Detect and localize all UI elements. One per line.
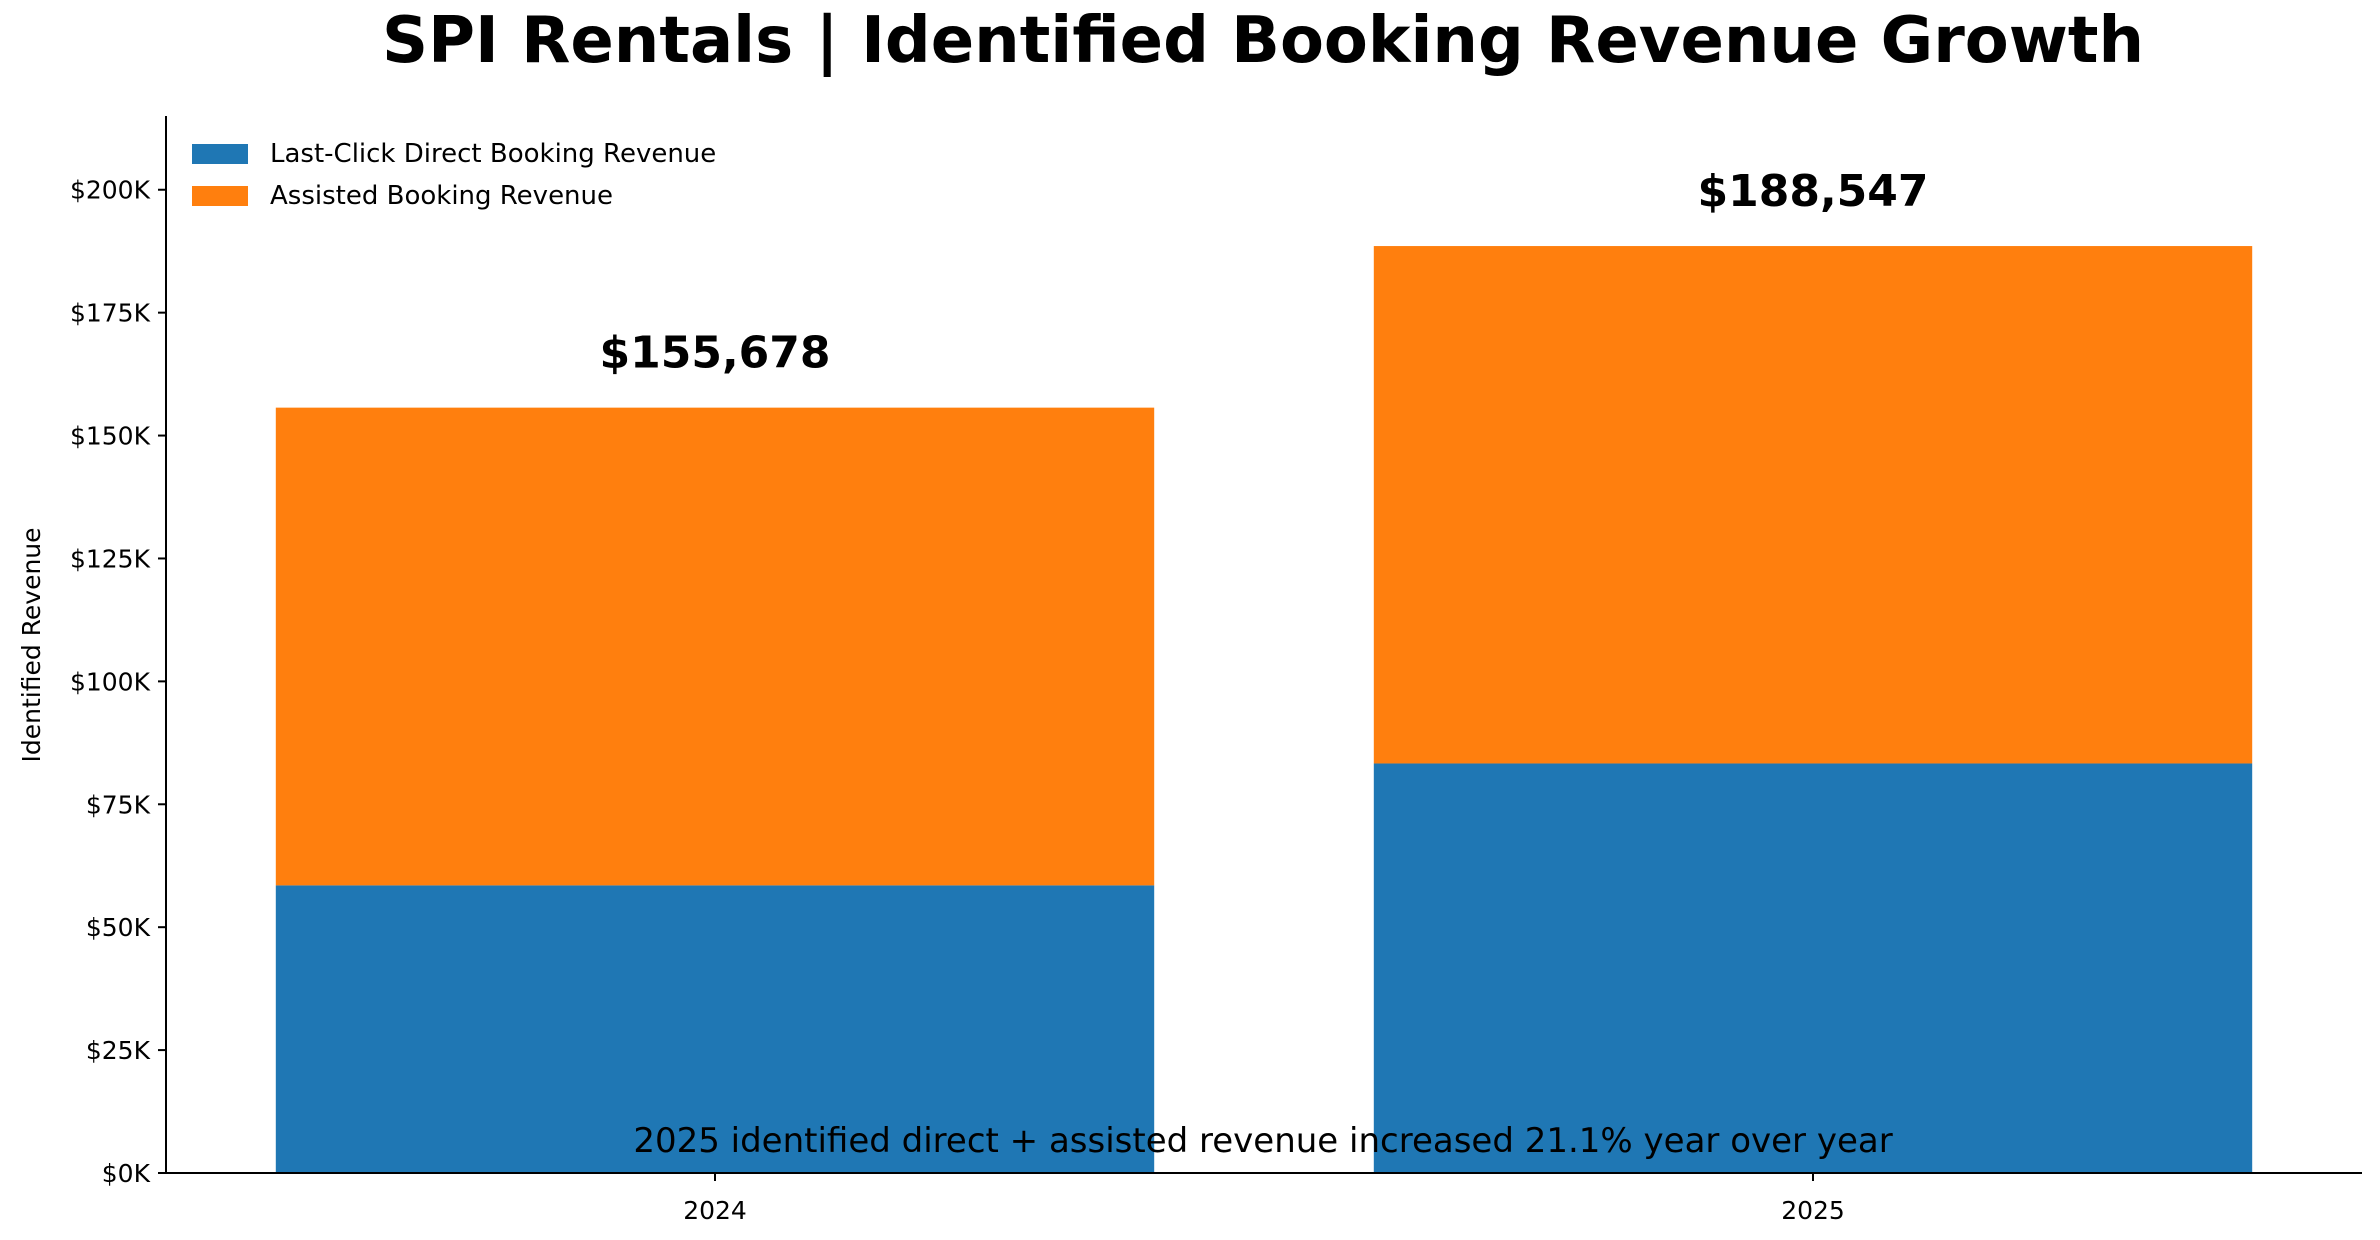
x-ticks-group: 2024 2025 xyxy=(683,1173,1845,1225)
legend-label-1: Assisted Booking Revenue xyxy=(270,181,613,211)
y-tick-label-2: $50K xyxy=(86,913,151,942)
y-axis-label: Identified Revenue xyxy=(17,527,46,762)
legend-swatch-1 xyxy=(192,186,248,206)
bar-2025-series-0 xyxy=(1373,763,2253,1173)
x-tick-label-2025: 2025 xyxy=(1781,1196,1845,1225)
bar-2024-series-0 xyxy=(275,885,1155,1173)
total-label-2024: $155,678 xyxy=(599,328,830,379)
legend-label-0: Last-Click Direct Booking Revenue xyxy=(270,139,716,169)
bar-2025-series-1 xyxy=(1373,246,2253,764)
x-tick-label-2024: 2024 xyxy=(683,1196,747,1225)
y-tick-label-6: $150K xyxy=(70,422,151,451)
y-ticks-group: $0K $25K $50K $75K $100K $125K $150K $175K $200K xyxy=(70,176,166,1188)
y-tick-label-1: $25K xyxy=(86,1036,151,1065)
bars-group xyxy=(275,246,2253,1173)
chart-title: SPI Rentals | Identified Booking Revenue… xyxy=(382,4,2144,78)
y-tick-label-7: $175K xyxy=(70,299,151,328)
total-label-2025: $188,547 xyxy=(1697,166,1928,217)
legend: Last-Click Direct Booking Revenue Assiste… xyxy=(192,139,716,211)
bar-2024-series-1 xyxy=(275,407,1155,886)
y-tick-label-0: $0K xyxy=(102,1159,151,1188)
y-tick-label-3: $75K xyxy=(86,790,151,819)
y-tick-label-5: $125K xyxy=(70,544,151,573)
y-tick-label-4: $100K xyxy=(70,667,151,696)
legend-swatch-0 xyxy=(192,144,248,164)
chart-annotation: 2025 identified direct + assisted revenu… xyxy=(633,1121,1892,1161)
y-tick-label-8: $200K xyxy=(70,176,151,205)
total-labels-group: $155,678 $188,547 xyxy=(599,166,1928,379)
